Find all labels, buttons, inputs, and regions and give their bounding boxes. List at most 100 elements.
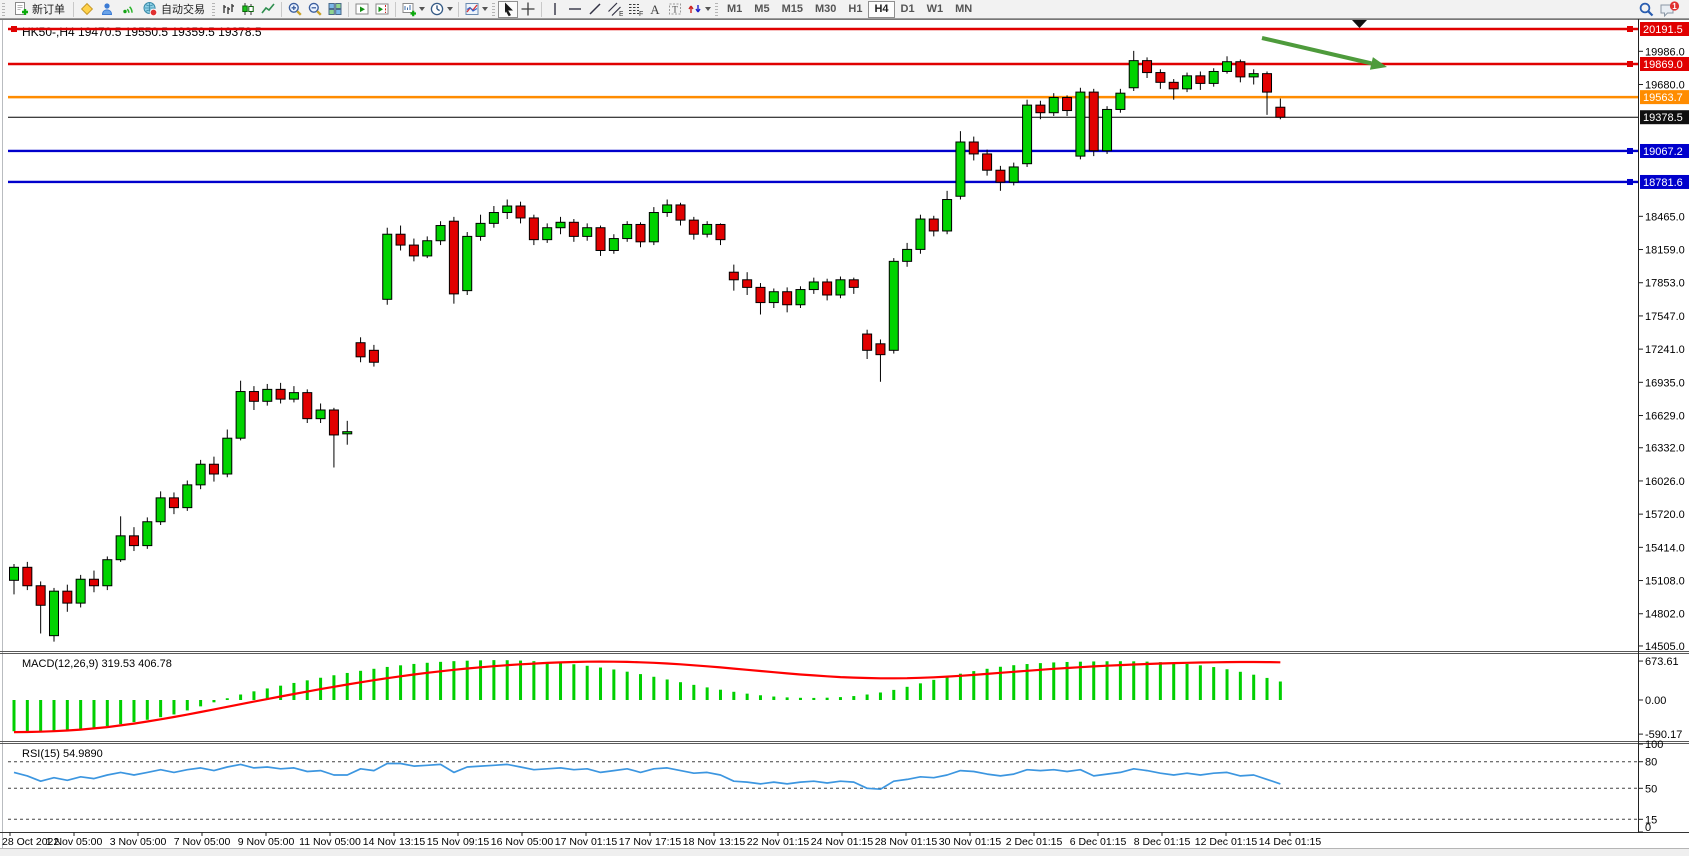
line-chart-icon	[261, 3, 275, 14]
tile-windows-button[interactable]	[325, 1, 345, 18]
candle-body	[9, 566, 19, 581]
svg-text:19563.7: 19563.7	[1643, 92, 1683, 104]
price-badge	[1640, 143, 1689, 158]
toolbar-separator	[73, 1, 74, 17]
toolbar-grip	[2, 2, 5, 16]
toolbar-separator	[458, 1, 459, 17]
chart-shift-button[interactable]	[372, 1, 392, 18]
timeframe-button-M30[interactable]: M30	[814, 3, 837, 15]
timeframe-button-M15[interactable]: M15	[781, 3, 803, 15]
zoom-out-button[interactable]	[305, 1, 325, 18]
date-label: 11 Nov 05:00	[299, 836, 361, 848]
candle-body	[35, 585, 46, 606]
date-label: 12 Dec 01:15	[1195, 836, 1258, 848]
arrows-icon	[688, 5, 701, 13]
rsi-tick-label: 80	[1645, 757, 1657, 769]
price-tick-label: 16332.0	[1645, 443, 1685, 455]
rsi-tick-label: 0	[1645, 822, 1651, 834]
candlestick-icon	[242, 3, 254, 15]
price-tick-label: 19680.0	[1645, 80, 1685, 92]
green-arrow-head[interactable]	[1369, 57, 1387, 70]
candle-body	[1075, 91, 1086, 157]
cursor-tool-button[interactable]	[498, 0, 518, 18]
macd-tick-label: 0.00	[1645, 695, 1666, 707]
candle-body	[968, 141, 979, 155]
price-tick-label: 17547.0	[1645, 311, 1685, 323]
candle-body	[1235, 61, 1246, 78]
trendline-tool-button[interactable]	[585, 1, 605, 18]
period-button[interactable]	[427, 1, 455, 18]
price-tick-label: 14802.0	[1645, 609, 1685, 621]
line-handle	[1627, 147, 1633, 154]
crosshair-tool-button[interactable]	[518, 1, 538, 18]
line-handles[interactable]	[11, 26, 1633, 185]
new-order-button[interactable]: 新订单	[8, 1, 70, 18]
macd-tick-label: -590.17	[1645, 729, 1682, 741]
candle-body	[128, 535, 139, 547]
fibonacci-tool-button[interactable]: F	[625, 1, 645, 18]
hline-objects[interactable]	[8, 27, 1638, 184]
templates-button[interactable]	[462, 1, 490, 18]
line-chart-button[interactable]	[258, 1, 278, 18]
community-icon-button[interactable]	[97, 1, 117, 18]
bar-chart-button[interactable]	[218, 1, 238, 18]
autotrading-button[interactable]: 自动交易	[137, 1, 210, 18]
candlestick-chart-button[interactable]	[238, 1, 258, 18]
chart-title: HK50-,H4 19470.5 19550.5 19359.5 19378.5	[22, 25, 262, 39]
candle-body	[142, 521, 153, 547]
candle-body	[182, 484, 193, 509]
candle-body	[208, 463, 219, 475]
candle-body	[408, 244, 419, 257]
green-arrow-line[interactable]	[1261, 36, 1372, 66]
price-axis[interactable]: 19986.0 19680.0 18465.0 18159.0 17853.0 17547…	[1638, 46, 1685, 653]
text-label-tool-button[interactable]: T	[665, 1, 685, 18]
timeframe-button-H4[interactable]: H4	[868, 0, 895, 18]
timeframe-button-MN[interactable]: MN	[955, 3, 973, 15]
candle-body	[155, 497, 166, 523]
timeframe-button-W1[interactable]: W1	[926, 3, 944, 15]
timeframe-button-M1[interactable]: M1	[727, 3, 743, 15]
candle-body	[835, 279, 846, 296]
candle-body	[355, 342, 366, 358]
candle-body	[1048, 97, 1059, 114]
arrows-tool-button[interactable]	[685, 1, 713, 18]
search-button[interactable]	[1636, 1, 1657, 18]
signals-icon-button[interactable]	[117, 1, 137, 18]
candle-body	[822, 281, 833, 296]
zoom-in-button[interactable]	[285, 1, 305, 18]
date-label: 16 Nov 05:00	[491, 836, 554, 848]
candle-body	[115, 535, 126, 561]
timeframe-button-H1[interactable]: H1	[848, 3, 863, 15]
candle-body	[1168, 81, 1179, 90]
new-chart-button[interactable]	[399, 1, 427, 18]
horizontal-line-tool-button[interactable]	[565, 1, 585, 18]
candle-body	[195, 463, 206, 486]
vertical-line-tool-button[interactable]	[545, 1, 565, 18]
cursor-icon	[505, 2, 513, 17]
price-tick-label: 16026.0	[1645, 476, 1685, 488]
price-tick-label: 14505.0	[1645, 641, 1685, 653]
price-tick-label: 15108.0	[1645, 576, 1685, 588]
price-tick-label: 18465.0	[1645, 211, 1685, 223]
triangle-marker[interactable]	[1352, 20, 1367, 28]
metaeditor-icon-button[interactable]	[77, 1, 97, 18]
timeframe-button-D1[interactable]: D1	[900, 3, 915, 15]
text-tool-button[interactable]: A	[645, 1, 665, 18]
toolbar-separator	[541, 1, 542, 17]
equidistant-channel-tool-button[interactable]: E	[605, 1, 625, 18]
candle-body	[635, 223, 646, 243]
macd-tick-label: 673.61	[1645, 656, 1679, 668]
candle-body	[942, 199, 953, 232]
date-label: 3 Nov 05:00	[110, 836, 167, 848]
candle-body	[302, 392, 313, 420]
yellow-diamond-icon	[80, 2, 94, 16]
auto-scroll-button[interactable]	[352, 1, 372, 18]
candle-body	[368, 349, 379, 363]
notifications-button[interactable]: 1	[1657, 0, 1683, 18]
toolbar-grip	[715, 2, 718, 16]
price-tick-label: 15720.0	[1645, 509, 1685, 521]
timeframe-button-M5[interactable]: M5	[754, 3, 770, 15]
